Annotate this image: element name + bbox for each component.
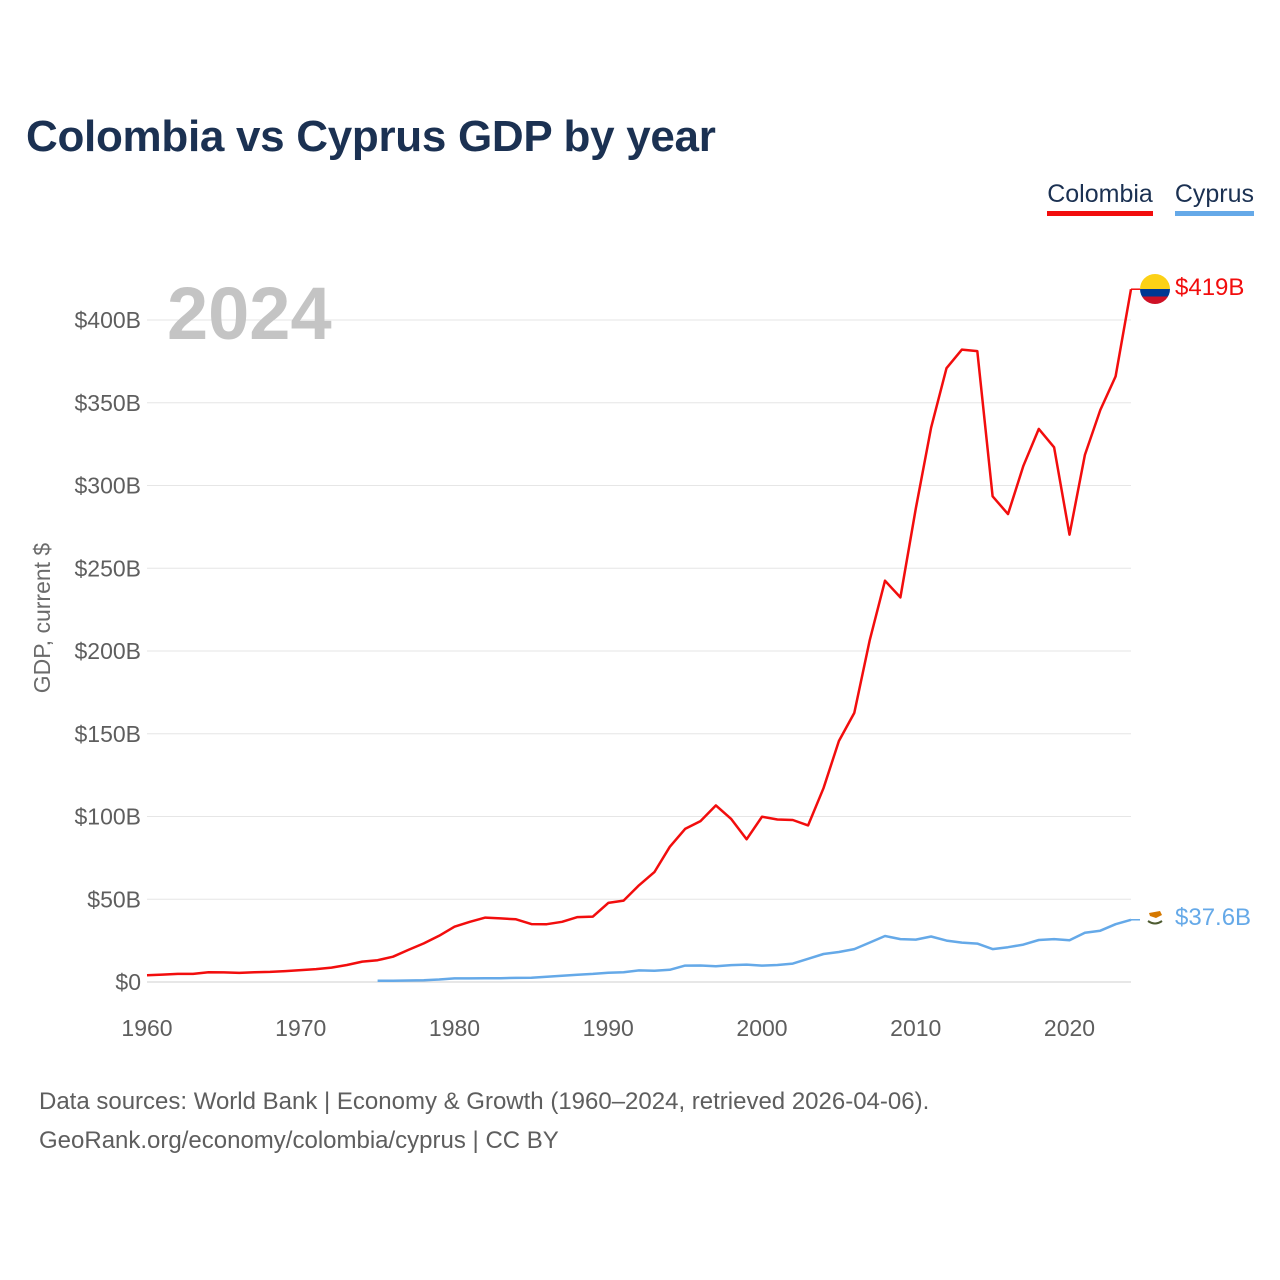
colombia-end-label: $419B <box>1175 274 1244 301</box>
legend-item-cyprus[interactable]: Cyprus <box>1174 180 1254 216</box>
cyprus-end-label: $37.6B <box>1175 904 1251 931</box>
y-tick-label: $0 <box>115 969 141 995</box>
y-tick-label: $50B <box>87 886 141 912</box>
series-line-cyprus <box>377 918 1132 983</box>
x-tick-label: 2000 <box>736 1015 787 1041</box>
colombia-flag-icon <box>1140 274 1170 304</box>
source-note: Data sources: World Bank | Economy & Gro… <box>39 1082 929 1160</box>
y-tick-label: $150B <box>74 721 141 747</box>
x-tick-label: 2010 <box>890 1015 941 1041</box>
y-tick-label: $300B <box>74 473 141 499</box>
y-tick-label: $250B <box>74 555 141 581</box>
y-tick-label: $100B <box>74 804 141 830</box>
legend: Colombia Cyprus <box>1047 180 1254 216</box>
year-watermark: 2024 <box>167 272 332 355</box>
cyprus-flag-icon <box>1142 904 1168 930</box>
source-line-2[interactable]: GeoRank.org/economy/colombia/cyprus | CC… <box>39 1127 559 1154</box>
legend-item-colombia[interactable]: Colombia <box>1047 180 1153 216</box>
source-line-1: Data sources: World Bank | Economy & Gro… <box>39 1088 930 1115</box>
x-tick-label: 1990 <box>583 1015 634 1041</box>
x-tick-label: 1960 <box>121 1015 172 1041</box>
series-line-colombia <box>146 288 1133 977</box>
x-tick-label: 2020 <box>1044 1015 1095 1041</box>
x-tick-label: 1980 <box>429 1015 480 1041</box>
y-tick-label: $200B <box>74 638 141 664</box>
y-tick-label: $400B <box>74 307 141 333</box>
x-tick-label: 1970 <box>275 1015 326 1041</box>
y-tick-label: $350B <box>74 390 141 416</box>
y-axis-label: GDP, current $ <box>29 543 55 694</box>
chart-title: Colombia vs Cyprus GDP by year <box>26 112 716 161</box>
